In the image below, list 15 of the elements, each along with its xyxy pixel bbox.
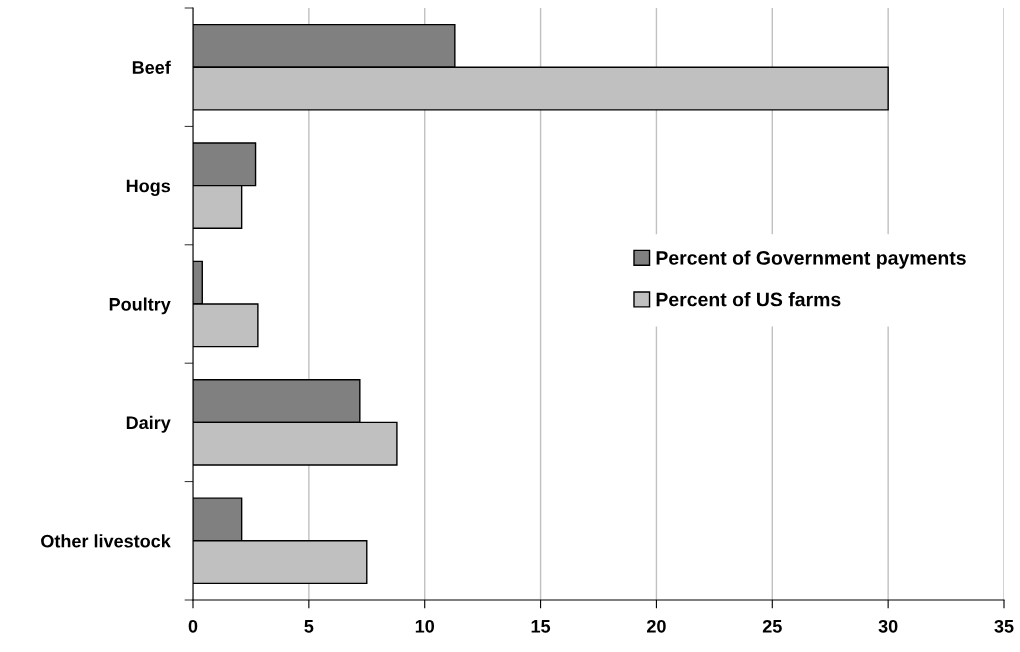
legend-label: Percent of US farms [656,292,841,307]
x-tick-label: 25 [762,619,782,633]
y-tick-label: Poultry [109,297,171,315]
y-tick-label: Beef [132,60,171,74]
x-tick-label: 20 [647,619,666,633]
x-tick-label: 10 [415,619,435,633]
x-tick-label: 30 [878,619,898,633]
x-tick-label: 35 [994,619,1014,633]
x-tick-label: 5 [304,620,314,633]
y-tick-label: Dairy [126,415,171,433]
legend-label: Percent of Government payments [656,250,966,269]
y-tick-label: Hogs [126,179,171,196]
x-tick-label: 15 [531,620,551,633]
x-tick-label: 0 [188,619,198,633]
y-tick-label: Other livestock [41,534,171,548]
